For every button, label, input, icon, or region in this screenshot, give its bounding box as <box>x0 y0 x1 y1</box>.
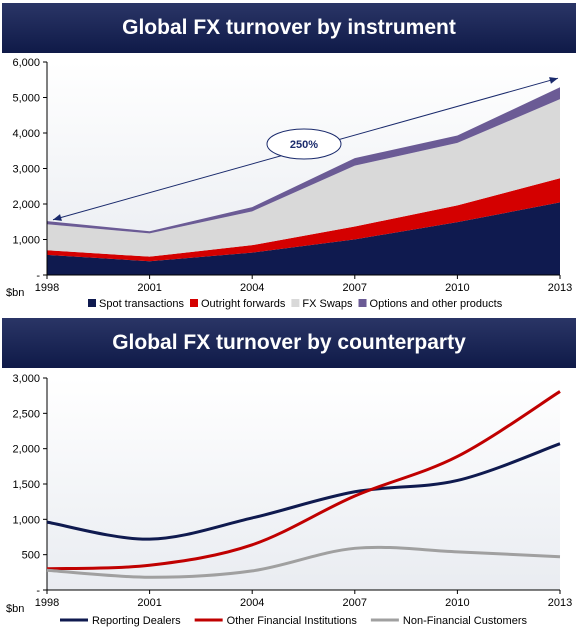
plot-area <box>47 378 560 590</box>
x-tick-label: 2007 <box>343 597 367 609</box>
x-tick-label: 1998 <box>35 282 59 294</box>
y-tick-label: 2,000 <box>12 199 40 211</box>
area-series-2 <box>47 178 560 262</box>
legend-label-2: Other Financial Institutions <box>227 615 358 627</box>
line-series-1 <box>46 442 561 541</box>
chart-title-counterparty: Global FX turnover by counterparty <box>2 318 576 368</box>
legend-swatch-1 <box>88 299 96 307</box>
y-tick-label: - <box>36 270 40 282</box>
y-tick-label: 2,500 <box>12 408 40 420</box>
growth-callout-label: 250% <box>290 139 318 151</box>
y-axis-unit: $bn <box>6 287 24 299</box>
area-series-3 <box>47 99 560 257</box>
x-tick-label: 2001 <box>137 282 161 294</box>
y-tick-label: 500 <box>22 550 40 562</box>
line-series-3 <box>46 545 561 579</box>
x-tick-label: 2010 <box>445 282 469 294</box>
x-tick-label: 2013 <box>548 597 572 609</box>
y-tick-label: 1,000 <box>12 235 40 247</box>
legend-label-4: Options and other products <box>370 298 503 310</box>
y-tick-label: 3,000 <box>12 164 40 176</box>
arrow-head-left <box>53 214 62 221</box>
y-tick-label: 6,000 <box>12 57 40 69</box>
growth-callout <box>266 128 342 160</box>
y-tick-label: 4,000 <box>12 128 40 140</box>
legend-swatch-2 <box>190 299 198 307</box>
legend-swatch-3 <box>291 299 300 307</box>
legend-label-3: FX Swaps <box>302 298 353 310</box>
y-tick-label: 1,000 <box>12 514 40 526</box>
legend-label-2: Outright forwards <box>201 298 286 310</box>
x-tick-label: 2013 <box>548 282 572 294</box>
y-tick-label: 3,000 <box>12 373 40 385</box>
x-tick-label: 2010 <box>445 597 469 609</box>
y-tick-label: 5,000 <box>12 93 40 105</box>
line-series-2 <box>46 390 561 571</box>
legend-label-1: Spot transactions <box>99 298 184 310</box>
y-tick-label: 1,500 <box>12 479 40 491</box>
y-axis-unit: $bn <box>6 603 24 615</box>
x-tick-label: 1998 <box>35 597 59 609</box>
x-tick-label: 2001 <box>137 597 161 609</box>
legend-label-1: Reporting Dealers <box>92 615 181 627</box>
legend-label-3: Non-Financial Customers <box>403 615 528 627</box>
y-tick-label: 2,000 <box>12 444 40 456</box>
x-tick-label: 2004 <box>240 597 264 609</box>
x-tick-label: 2004 <box>240 282 264 294</box>
y-tick-label: - <box>36 585 40 597</box>
chart-title-instrument: Global FX turnover by instrument <box>2 3 576 53</box>
area-series-1 <box>47 202 560 275</box>
x-tick-label: 2007 <box>343 282 367 294</box>
legend-swatch-4 <box>358 299 367 307</box>
arrow-head-right <box>549 77 558 84</box>
